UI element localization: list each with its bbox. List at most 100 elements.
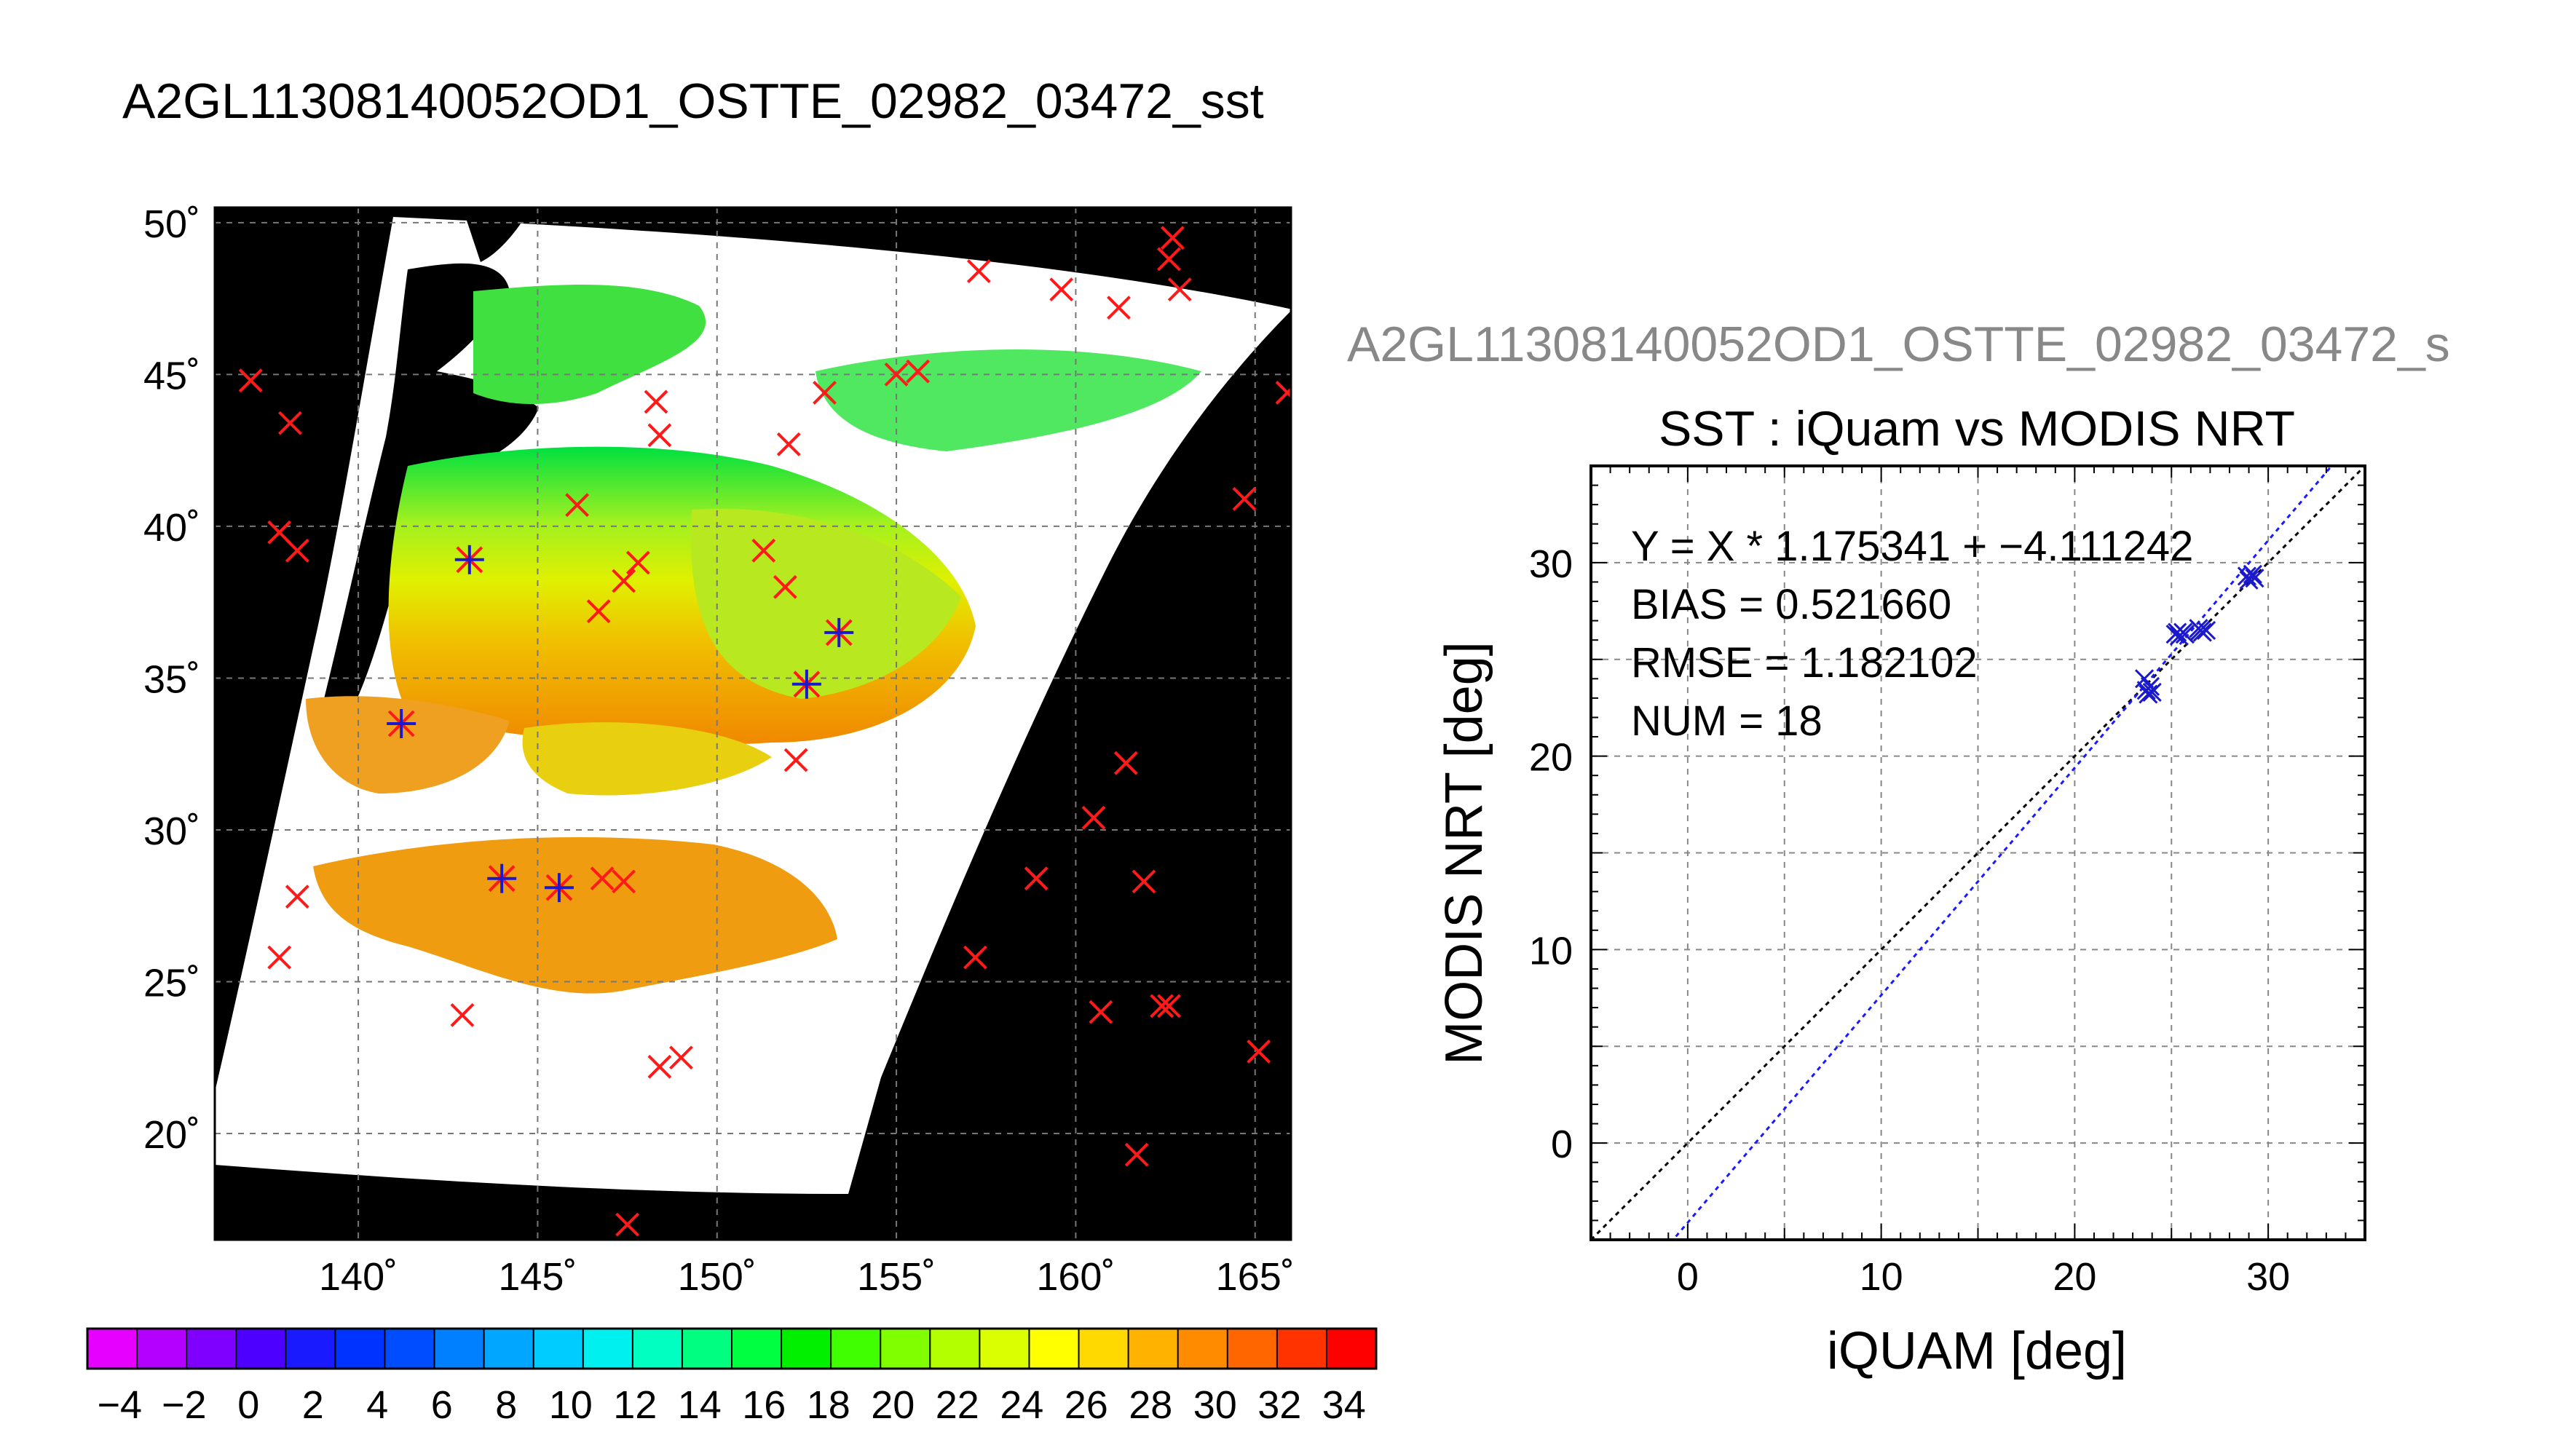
map-marker-red-x xyxy=(586,599,611,624)
colorbar-label: −2 xyxy=(162,1383,207,1427)
colorbar-label: 8 xyxy=(495,1383,517,1427)
map-marker-red-x xyxy=(625,550,650,575)
scatter-point xyxy=(2237,566,2256,586)
map-marker-red-x xyxy=(1049,277,1074,302)
map-lon-label: 150˚ xyxy=(678,1255,757,1299)
sst-band-south xyxy=(313,837,837,994)
map-marker-red-x xyxy=(963,945,987,970)
map-marker-red-x xyxy=(966,259,991,283)
map-marker-red-x xyxy=(813,380,837,405)
map-marker-red-x xyxy=(647,423,672,448)
scatter-point xyxy=(2134,669,2155,689)
scatter-x-tick-label: 10 xyxy=(1860,1255,1903,1299)
colorbar-label: 14 xyxy=(678,1383,722,1427)
colorbar-label: 34 xyxy=(1322,1383,1366,1427)
colorbar-frame xyxy=(86,1327,1378,1370)
colorbar-label: 32 xyxy=(1257,1383,1301,1427)
map-marker-red-x xyxy=(1161,226,1185,250)
colorbar xyxy=(86,1327,1378,1370)
map-marker-red-x xyxy=(612,569,636,593)
colorbar-segment xyxy=(434,1329,485,1369)
scatter-point xyxy=(2243,564,2262,584)
scatter-title: SST : iQuam vs MODIS NRT xyxy=(1659,401,2295,456)
map-marker-red-x xyxy=(751,538,776,563)
scatter-x-tick-label: 20 xyxy=(2053,1255,2096,1299)
colorbar-segment xyxy=(781,1329,832,1369)
map-marker-red-x xyxy=(612,869,636,894)
scatter-point xyxy=(2142,682,2162,702)
colorbar-segment xyxy=(186,1329,237,1369)
map-lat-label: 20˚ xyxy=(143,1113,200,1157)
map-marker-red-x xyxy=(1167,277,1192,302)
colorbar-label: 22 xyxy=(936,1383,979,1427)
map-lon-label: 165˚ xyxy=(1216,1255,1295,1299)
map-marker-red-x xyxy=(565,493,590,518)
scatter-y-label: MODIS NRT [deg] xyxy=(1435,641,1493,1065)
map-title: A2GL11308140052OD1_OSTTE_02982_03472_sst xyxy=(122,74,1264,129)
colorbar-segment xyxy=(236,1329,286,1369)
colorbar-segment xyxy=(682,1329,732,1369)
map-marker-red-x xyxy=(776,432,801,456)
map-marker-red-x xyxy=(1132,869,1156,894)
colorbar-segment xyxy=(930,1329,980,1369)
scatter-point xyxy=(2245,569,2264,588)
map-lon-label: 140˚ xyxy=(319,1255,398,1299)
map-plot xyxy=(215,207,1291,1240)
colorbar-segment xyxy=(1029,1329,1080,1369)
scatter-gridlines xyxy=(1591,466,2365,1240)
colorbar-segment xyxy=(285,1329,336,1369)
stats-bias: BIAS = 0.521660 xyxy=(1631,581,1951,628)
map-marker-red-x xyxy=(647,1054,672,1079)
colorbar-label: 28 xyxy=(1129,1383,1172,1427)
map-lat-label: 25˚ xyxy=(143,962,200,1005)
map-marker-match xyxy=(824,617,854,647)
scatter-y-tick-label: 20 xyxy=(1529,736,1573,780)
scatter-frame xyxy=(1590,464,2366,1241)
colorbar-label: 12 xyxy=(613,1383,657,1427)
map-markers xyxy=(238,226,1291,1237)
map-marker-red-x xyxy=(238,368,263,393)
map-marker-red-x xyxy=(450,1002,475,1027)
colorbar-segment xyxy=(1177,1329,1228,1369)
colorbar-segment xyxy=(533,1329,584,1369)
map-marker-red-x xyxy=(1113,751,1138,775)
sst-band-west xyxy=(306,696,510,794)
map-lon-label: 160˚ xyxy=(1036,1255,1115,1299)
land-mass-sakhalin xyxy=(466,218,524,262)
map-frame xyxy=(213,206,1292,1241)
scatter-point xyxy=(2192,622,2212,642)
colorbar-segment xyxy=(583,1329,633,1369)
colorbar-segment xyxy=(483,1329,534,1369)
map-marker-red-x xyxy=(1081,805,1106,830)
scatter-x-label: iQUAM [deg] xyxy=(1827,1322,2127,1380)
colorbar-label: 24 xyxy=(1000,1383,1043,1427)
map-marker-red-x xyxy=(884,362,909,387)
map-lat-label: 50˚ xyxy=(143,202,200,246)
colorbar-label: 4 xyxy=(366,1383,388,1427)
map-marker-red-x xyxy=(669,1045,693,1070)
colorbar-label: 18 xyxy=(807,1383,850,1427)
map-marker-red-x xyxy=(773,574,797,599)
colorbar-label: 0 xyxy=(237,1383,259,1427)
colorbar-segment xyxy=(732,1329,782,1369)
map-marker-red-x xyxy=(1089,1000,1113,1024)
scatter-point xyxy=(2175,625,2195,644)
map-lat-label: 40˚ xyxy=(143,506,200,550)
map-lat-label: 35˚ xyxy=(143,657,200,701)
colorbar-segment xyxy=(335,1329,385,1369)
scatter-y-tick-label: 10 xyxy=(1529,929,1573,973)
scatter-x-tick-label: 0 xyxy=(1677,1255,1699,1299)
scatter-overlay-title: A2GL11308140052OD1_OSTTE_02982_03472_s xyxy=(1347,317,2450,372)
scatter-x-tick-labels: 0 10 20 30 xyxy=(1677,1255,2290,1299)
map-marker-match xyxy=(791,669,821,699)
map-marker-red-x xyxy=(1232,486,1257,511)
map-lon-label: 155˚ xyxy=(857,1255,936,1299)
map-marker-match xyxy=(544,873,574,903)
map-marker-red-x xyxy=(1107,296,1131,320)
stats-num: NUM = 18 xyxy=(1631,697,1823,745)
map-marker-red-x xyxy=(644,389,668,414)
map-marker-red-x xyxy=(278,411,302,435)
scatter-point xyxy=(2197,620,2216,640)
map-marker-red-x xyxy=(590,866,615,891)
